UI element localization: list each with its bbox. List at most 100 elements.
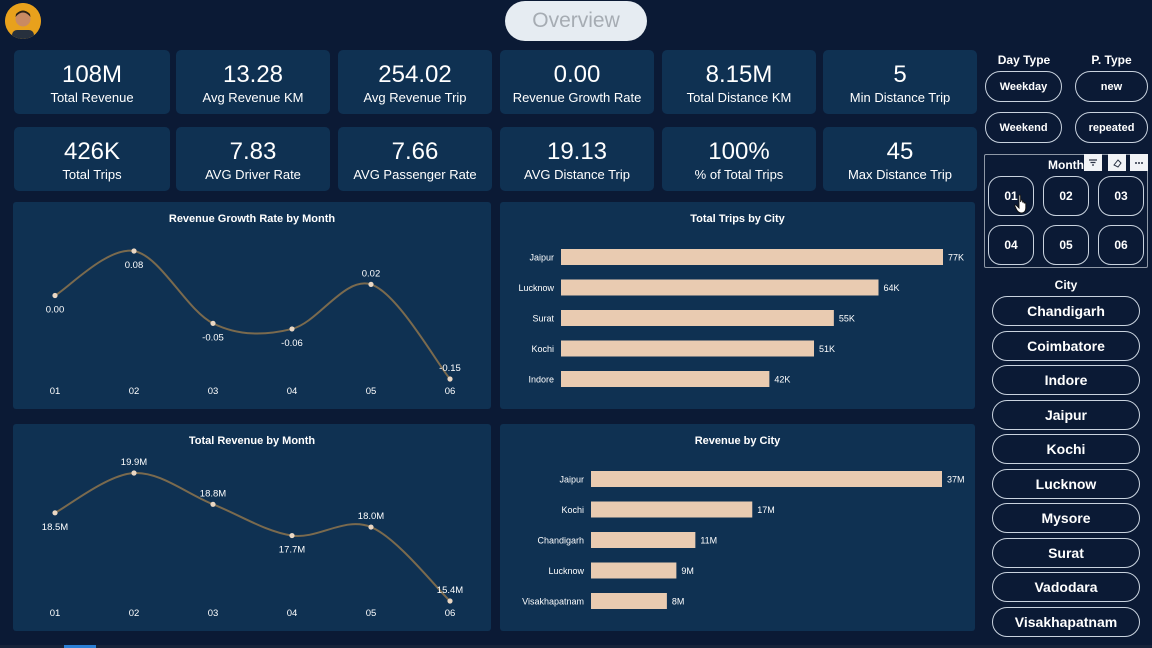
kpi-card-total-distance-km: 8.15M Total Distance KM [662, 50, 816, 114]
category-label: Indore [528, 375, 554, 385]
city-button-mysore[interactable]: Mysore [992, 503, 1140, 533]
city-button-chandigarh[interactable]: Chandigarh [992, 296, 1140, 326]
kpi-label: Avg Revenue Trip [363, 90, 467, 105]
month-button-04[interactable]: 04 [988, 225, 1034, 265]
category-label: Visakhapatnam [522, 597, 584, 607]
data-point [52, 510, 58, 516]
category-label: Jaipur [529, 253, 554, 263]
city-button-coimbatore[interactable]: Coimbatore [992, 331, 1140, 361]
kpi-value: 426K [63, 138, 121, 165]
bar [561, 249, 943, 265]
kpi-value: 108M [61, 61, 123, 88]
hand-cursor-icon [1014, 194, 1027, 214]
trips-by-city-chart[interactable]: Total Trips by City Jaipur 77K Lucknow 64K Su… [500, 202, 975, 409]
data-label: 0.08 [125, 260, 144, 271]
month-button-06[interactable]: 06 [1098, 225, 1144, 265]
data-label: 8M [672, 597, 685, 607]
day-type-weekend-button[interactable]: Weekend [985, 112, 1062, 143]
data-label: -0.05 [202, 332, 224, 343]
data-label: 51K [819, 344, 835, 354]
x-tick-label: 06 [445, 386, 456, 397]
x-tick-label: 01 [50, 386, 61, 397]
month-button-02[interactable]: 02 [1043, 176, 1089, 216]
data-point [52, 292, 58, 299]
kpi-label: Total Distance KM [686, 90, 792, 105]
kpi-card-avg-revenue-km: 13.28 Avg Revenue KM [176, 50, 330, 114]
kpi-card-total-trips: 426K Total Trips [14, 127, 170, 191]
kpi-value: 5 [893, 61, 907, 88]
kpi-value: 254.02 [378, 61, 452, 88]
city-button-vadodara[interactable]: Vadodara [992, 572, 1140, 602]
category-label: Surat [532, 314, 554, 324]
data-point [289, 326, 295, 332]
bar [591, 593, 667, 609]
data-point [131, 248, 137, 254]
revenue-by-city-bar-chart: Revenue by City Jaipur 37M Kochi 17M Chandiga… [522, 435, 965, 609]
day-type-weekday-button[interactable]: Weekday [985, 71, 1062, 102]
series-line [54, 249, 451, 380]
city-button-surat[interactable]: Surat [992, 538, 1140, 568]
kpi-card-total-revenue: 108M Total Revenue [14, 50, 170, 114]
kpi-label: Total Trips [62, 167, 122, 182]
kpi-card-pct-total-trips: 100% % of Total Trips [662, 127, 816, 191]
page-tab-active[interactable] [64, 645, 96, 648]
trips-by-city-bar-chart: Total Trips by City Jaipur 77K Lucknow 64K Su… [518, 213, 964, 387]
city-button-lucknow[interactable]: Lucknow [992, 469, 1140, 499]
data-point [368, 524, 374, 530]
x-tick-label: 02 [129, 608, 140, 619]
month-slicer [984, 154, 1148, 268]
avatar[interactable] [5, 3, 41, 39]
kpi-card-avg-revenue-trip: 254.02 Avg Revenue Trip [338, 50, 492, 114]
x-tick-label: 02 [129, 386, 140, 397]
data-point [131, 470, 137, 476]
month-button-03[interactable]: 03 [1098, 176, 1144, 216]
bar [561, 340, 815, 357]
category-label: Kochi [561, 505, 584, 515]
data-point [447, 376, 453, 382]
data-label: 18.0M [358, 511, 384, 522]
kpi-card-avg-passenger-rate: 7.66 AVG Passenger Rate [338, 127, 492, 191]
chart-title: Revenue Growth Rate by Month [169, 213, 336, 225]
month-button-05[interactable]: 05 [1043, 225, 1089, 265]
x-tick-label: 05 [366, 608, 377, 619]
kpi-label: Min Distance Trip [849, 90, 951, 105]
page-tab-bar [0, 645, 1152, 648]
kpi-label: AVG Driver Rate [205, 167, 301, 182]
revenue-by-city-chart[interactable]: Revenue by City Jaipur 37M Kochi 17M Chandiga… [500, 424, 975, 631]
p-type-repeated-button[interactable]: repeated [1075, 112, 1148, 143]
revenue-growth-chart[interactable]: Revenue Growth Rate by Month 0.00 01 0.08 02… [13, 202, 491, 409]
day-type-slicer-title: Day Type [997, 53, 1051, 67]
kpi-label: AVG Distance Trip [524, 167, 630, 182]
kpi-label: AVG Passenger Rate [353, 167, 477, 182]
data-label: -0.06 [281, 338, 303, 349]
p-type-new-button[interactable]: new [1075, 71, 1148, 102]
category-label: Lucknow [548, 566, 584, 576]
revenue-by-month-chart[interactable]: Total Revenue by Month 18.5M 01 19.9M 02 18.8… [13, 424, 491, 631]
city-button-visakhapatnam[interactable]: Visakhapatnam [992, 607, 1140, 637]
data-label: 18.5M [42, 522, 68, 533]
category-label: Chandigarh [537, 536, 584, 546]
data-label: 17.7M [279, 545, 305, 556]
bar [591, 562, 677, 579]
eraser-icon[interactable] [1108, 154, 1126, 171]
data-point [210, 320, 216, 326]
data-label: -0.15 [439, 363, 461, 374]
month-slicer-title: Month [1048, 158, 1084, 172]
city-button-indore[interactable]: Indore [992, 365, 1140, 395]
bar [561, 371, 770, 387]
more-options-icon[interactable] [1130, 154, 1148, 171]
data-label: 42K [774, 375, 790, 385]
month-button-01[interactable]: 01 [988, 176, 1034, 216]
chart-title: Total Revenue by Month [189, 435, 316, 447]
x-tick-label: 01 [50, 608, 61, 619]
category-label: Jaipur [559, 475, 584, 485]
data-point [368, 281, 374, 287]
city-button-jaipur[interactable]: Jaipur [992, 400, 1140, 430]
data-label: 9M [681, 566, 694, 576]
category-label: Lucknow [518, 283, 554, 293]
filter-icon[interactable] [1084, 154, 1102, 171]
kpi-value: 13.28 [222, 61, 284, 88]
data-label: 77K [948, 253, 964, 263]
kpi-value: 7.83 [229, 138, 277, 165]
city-button-kochi[interactable]: Kochi [992, 434, 1140, 464]
